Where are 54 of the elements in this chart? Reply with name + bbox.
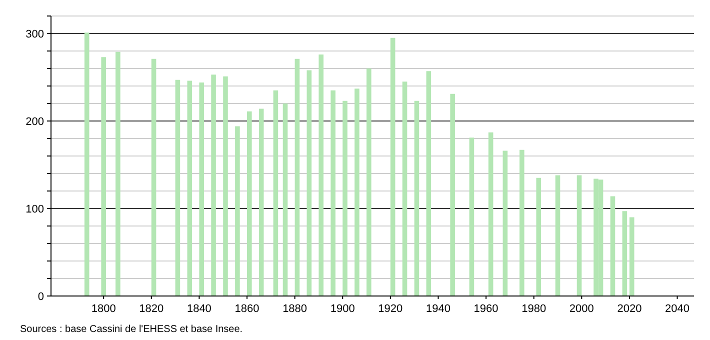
bar — [390, 38, 396, 296]
bar — [294, 58, 300, 296]
bar — [199, 82, 204, 296]
x-tick-label: 1900 — [330, 303, 355, 315]
x-tick-label: 2000 — [569, 303, 594, 315]
x-tick-label: 1800 — [91, 303, 116, 315]
bar — [235, 126, 240, 296]
y-tick-label: 200 — [26, 116, 44, 128]
bar — [354, 88, 360, 296]
x-tick-label: 1920 — [378, 303, 403, 315]
bar — [402, 82, 408, 296]
x-tick-label: 1880 — [282, 303, 308, 315]
x-tick-label: 2040 — [665, 303, 690, 315]
bar — [151, 58, 156, 296]
bar — [330, 90, 336, 296]
bar — [258, 108, 264, 296]
bar — [342, 100, 348, 296]
x-tick-label: 1840 — [186, 303, 212, 315]
bar — [116, 52, 120, 296]
bar — [223, 76, 228, 296]
bar — [273, 90, 278, 296]
bar — [414, 100, 420, 296]
y-tick-label: 0 — [38, 290, 44, 303]
bar — [629, 217, 634, 296]
bar — [187, 80, 192, 296]
bar — [84, 32, 90, 296]
x-tick-label: 1860 — [234, 303, 260, 315]
y-tick-label: 300 — [26, 28, 44, 40]
bar — [282, 104, 288, 296]
y-tick-label: 100 — [26, 203, 44, 216]
bar — [555, 175, 560, 296]
bar — [211, 74, 216, 296]
bar — [536, 178, 542, 296]
bar — [488, 132, 494, 296]
bar — [622, 211, 628, 296]
bar — [469, 138, 474, 296]
bar — [610, 196, 616, 296]
x-tick-label: 1960 — [474, 303, 498, 315]
bar — [519, 150, 524, 296]
x-tick-label: 1980 — [522, 303, 546, 315]
bar — [247, 111, 252, 296]
bar — [426, 71, 432, 296]
bar — [502, 150, 508, 296]
bar — [318, 54, 324, 296]
bar — [366, 68, 372, 296]
bar — [450, 94, 455, 296]
x-tick-label: 1940 — [426, 303, 450, 315]
source-note: Sources : base Cassini de l'EHESS et base Insee. — [20, 324, 243, 335]
bar — [576, 175, 582, 296]
bar — [175, 80, 180, 296]
x-tick-label: 2020 — [617, 303, 642, 315]
bar — [101, 57, 106, 296]
x-tick-label: 1820 — [139, 303, 164, 315]
bar — [306, 70, 312, 296]
